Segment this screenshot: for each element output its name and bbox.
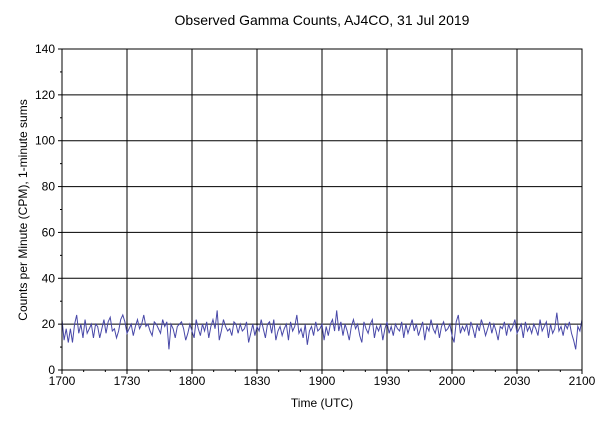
x-tick-label: 1900 <box>309 374 336 388</box>
y-tick-label: 120 <box>35 88 55 102</box>
y-tick-label: 0 <box>48 363 55 377</box>
y-tick-label: 40 <box>42 271 56 285</box>
grid <box>62 49 582 370</box>
x-tick-label: 2000 <box>439 374 466 388</box>
x-axis-label: Time (UTC) <box>291 396 353 410</box>
y-axis-label: Counts per Minute (CPM), 1-minute sums <box>16 99 30 320</box>
y-tick-label: 60 <box>42 225 56 239</box>
x-tick-label: 2030 <box>504 374 531 388</box>
x-tick-label: 1730 <box>114 374 141 388</box>
y-tick-label: 80 <box>42 180 56 194</box>
x-tick-label: 1930 <box>374 374 401 388</box>
y-tick-label: 20 <box>42 317 56 331</box>
x-tick-label: 2100 <box>569 374 596 388</box>
tick-labels: 0 20 40 60 80 100 120 140 1700 1730 1800 1830 1900 19… <box>35 42 596 388</box>
series-line <box>61 310 583 350</box>
x-tick-label: 1700 <box>49 374 76 388</box>
series <box>61 310 583 350</box>
x-tick-label: 1800 <box>179 374 206 388</box>
y-tick-label: 140 <box>35 42 55 56</box>
y-tick-label: 100 <box>35 134 55 148</box>
plot-frame <box>61 48 583 371</box>
x-tick-label: 1830 <box>244 374 271 388</box>
chart-title: Observed Gamma Counts, AJ4CO, 31 Jul 201… <box>175 12 470 28</box>
